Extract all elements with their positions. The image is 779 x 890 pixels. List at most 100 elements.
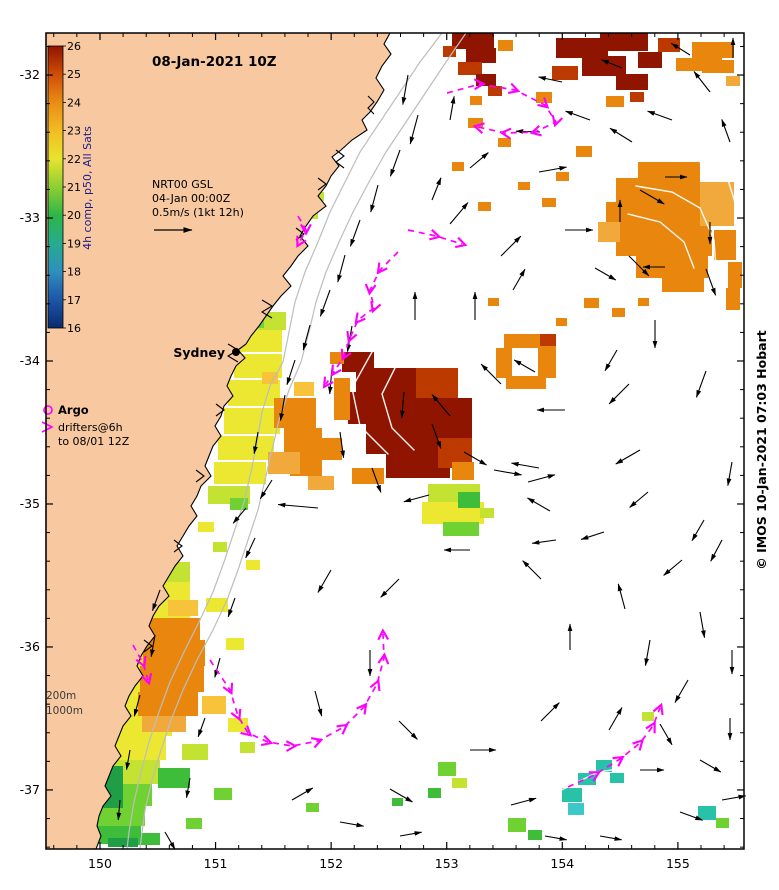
current-arrow — [125, 749, 131, 771]
colorbar-tick-label: 22 — [67, 153, 81, 166]
sst-patch — [148, 618, 200, 640]
current-arrow — [644, 639, 651, 667]
sst-patch — [262, 372, 278, 384]
sst-patch — [158, 768, 190, 788]
drifter-track — [298, 215, 306, 243]
sst-patch — [528, 830, 542, 840]
current-arrow — [628, 255, 650, 277]
colorbar: 26 25 24 23 22 21 20 19 18 17 16 — [47, 40, 81, 335]
sst-patch — [356, 368, 418, 394]
sst-patch — [606, 96, 624, 107]
sst-patch — [226, 638, 244, 650]
current-arrow — [538, 166, 568, 173]
sst-patch — [268, 452, 300, 474]
drifter-track — [446, 84, 556, 133]
current-arrow — [327, 367, 333, 395]
current-arrow — [431, 394, 451, 417]
nrt-line2: 04-Jan 00:00Z — [152, 192, 231, 205]
nrt-line1: NRT00 GSL — [152, 178, 214, 191]
current-arrow — [510, 797, 537, 806]
drifter-track-layer — [132, 84, 660, 788]
current-arrow — [679, 811, 704, 821]
land-polygon — [45, 32, 392, 850]
sst-patch — [182, 744, 208, 760]
sst-patch — [186, 818, 202, 829]
coastal-lake — [195, 469, 205, 483]
current-arrow — [599, 835, 623, 841]
current-arrow — [693, 71, 711, 93]
current-arrow — [609, 127, 633, 143]
depth-label-200m: 200m — [46, 690, 76, 702]
sst-patch — [598, 222, 620, 242]
current-arrow — [695, 370, 707, 398]
current-arrow — [540, 702, 560, 722]
sst-patch — [246, 560, 260, 570]
sst-patch — [306, 803, 319, 812]
current-arrow — [291, 787, 314, 801]
current-arrow — [512, 268, 526, 291]
current-arrow — [164, 831, 176, 850]
sst-patch — [582, 56, 626, 76]
sst-patch — [470, 96, 482, 105]
argo-legend-icon — [43, 405, 53, 415]
coastal-lake — [260, 299, 274, 319]
sst-patch — [488, 298, 499, 306]
sst-patch — [642, 712, 654, 721]
current-arrow — [522, 560, 542, 580]
current-arrow — [721, 118, 731, 143]
sst-patch — [542, 198, 556, 207]
current-arrow — [531, 539, 557, 545]
sst-patch — [556, 318, 567, 326]
y-tick-label: -37 — [20, 782, 40, 797]
sst-patch — [97, 806, 145, 826]
coastal-lake — [215, 403, 225, 417]
sst-patch — [224, 408, 280, 434]
current-arrow — [151, 589, 161, 612]
drifter-track — [326, 251, 399, 384]
current-arrow — [279, 394, 286, 422]
sst-patch — [714, 230, 736, 260]
current-arrow — [339, 821, 365, 828]
plot-border — [45, 32, 745, 850]
sst-patch — [638, 298, 649, 306]
coastal-lake — [173, 539, 183, 553]
bathymetry-line — [139, 32, 467, 850]
current-arrow — [710, 539, 723, 562]
sst-patch — [562, 788, 582, 802]
sst-patch — [538, 346, 556, 378]
sst-patch — [142, 716, 186, 732]
current-arrow — [409, 114, 419, 145]
gsl-contour — [699, 161, 739, 213]
sst-patch — [556, 38, 608, 58]
y-tick-label: -33 — [20, 210, 40, 225]
current-arrow — [705, 268, 717, 296]
current-arrow — [227, 597, 236, 618]
colorbar-tick-label: 18 — [67, 266, 81, 279]
sst-patch — [452, 162, 464, 171]
gsl-contour — [635, 185, 717, 269]
current-arrow — [116, 799, 122, 821]
land-layer — [45, 32, 392, 850]
sst-patch — [536, 92, 552, 103]
current-arrow — [317, 569, 332, 593]
current-arrow — [197, 717, 206, 738]
current-arrow — [431, 177, 442, 201]
coastal-lake — [317, 177, 327, 191]
y-tick-label: -36 — [20, 639, 40, 654]
current-arrow — [601, 59, 623, 69]
x-tick-label: 152 — [319, 856, 343, 871]
sst-patch — [294, 382, 314, 396]
colorbar-tick-label: 26 — [67, 40, 81, 53]
current-arrow — [399, 831, 423, 837]
current-arrow — [214, 657, 221, 678]
coastal-lake — [335, 149, 345, 169]
current-arrow — [527, 497, 551, 512]
coastal-lake — [143, 639, 153, 653]
current-arrow — [463, 451, 487, 466]
bathymetry-contours — [126, 32, 467, 850]
current-arrow — [398, 720, 418, 740]
sst-patch — [428, 788, 441, 798]
current-arrow — [663, 559, 683, 576]
current-arrow — [185, 777, 191, 799]
